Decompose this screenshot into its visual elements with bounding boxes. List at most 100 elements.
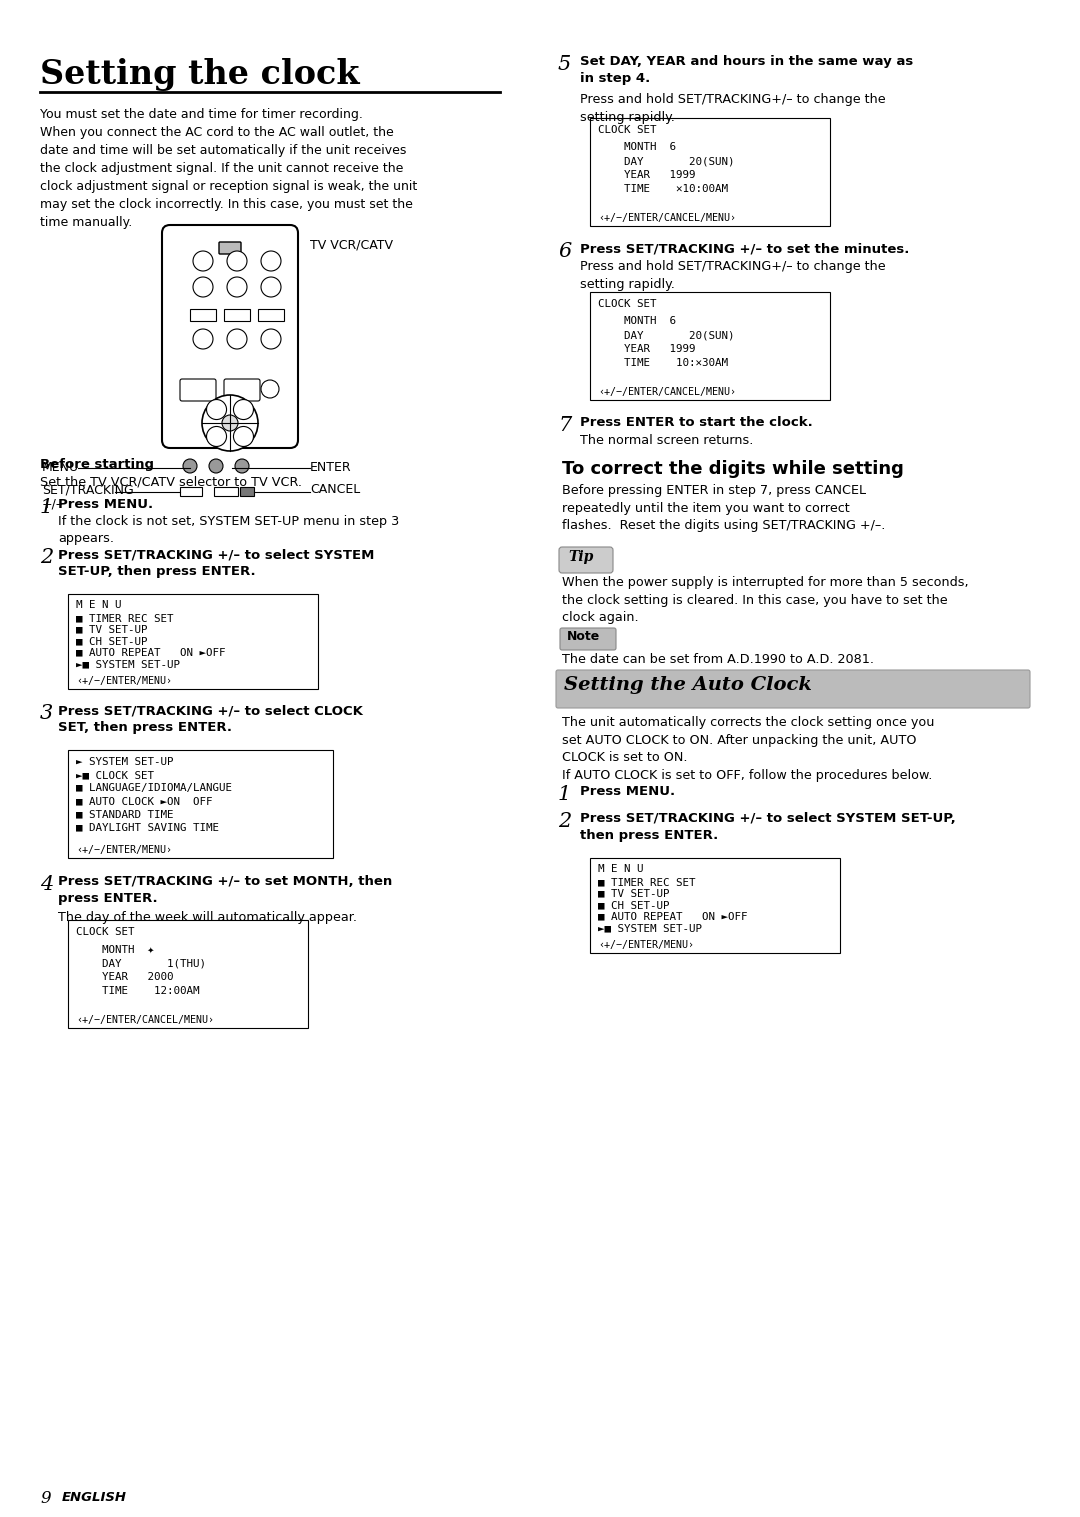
Text: MONTH  6: MONTH 6: [598, 316, 676, 326]
Circle shape: [235, 460, 249, 473]
Circle shape: [261, 250, 281, 272]
Bar: [258, 309, 284, 322]
Text: You must set the date and time for timer recording.
When you connect the AC cord: You must set the date and time for timer…: [40, 108, 417, 229]
Text: 5: 5: [558, 55, 571, 74]
Text: ■ AUTO REPEAT   ON ►OFF: ■ AUTO REPEAT ON ►OFF: [76, 648, 226, 657]
Text: DAY       1(THU): DAY 1(THU): [76, 959, 206, 968]
Text: ■ AUTO REPEAT   ON ►OFF: ■ AUTO REPEAT ON ►OFF: [598, 912, 747, 921]
Text: ■ AUTO CLOCK ►ON  OFF: ■ AUTO CLOCK ►ON OFF: [76, 796, 213, 806]
Circle shape: [227, 250, 247, 272]
Circle shape: [227, 329, 247, 349]
Bar: [240, 487, 254, 496]
Text: 2: 2: [558, 812, 571, 831]
Text: YEAR   2000: YEAR 2000: [76, 972, 174, 981]
Text: To correct the digits while setting: To correct the digits while setting: [562, 460, 904, 478]
Bar: [190, 309, 216, 322]
Text: ‹+/−/ENTER/CANCEL/MENU›: ‹+/−/ENTER/CANCEL/MENU›: [76, 1015, 214, 1025]
Text: 7: 7: [558, 416, 571, 435]
Text: ■ CH SET-UP: ■ CH SET-UP: [76, 636, 148, 646]
Text: MONTH  6: MONTH 6: [598, 143, 676, 152]
Text: MENU: MENU: [42, 461, 79, 473]
Text: TIME    10:✕30AM: TIME 10:✕30AM: [598, 358, 728, 369]
Text: Set DAY, YEAR and hours in the same way as
in step 4.: Set DAY, YEAR and hours in the same way …: [580, 55, 914, 85]
FancyBboxPatch shape: [559, 548, 613, 573]
Text: 1: 1: [558, 784, 571, 804]
Text: Press SET/TRACKING +/– to select CLOCK
SET, then press ENTER.: Press SET/TRACKING +/– to select CLOCK S…: [58, 704, 363, 734]
Text: TV VCR/CATV: TV VCR/CATV: [310, 238, 393, 250]
Bar: [68, 595, 318, 689]
Bar: [590, 859, 840, 953]
Text: ► SYSTEM SET-UP: ► SYSTEM SET-UP: [76, 757, 174, 768]
Text: MONTH  ✦: MONTH ✦: [76, 944, 154, 954]
Text: SET/TRACKING: SET/TRACKING: [42, 482, 134, 496]
Text: CLOCK SET: CLOCK SET: [76, 927, 135, 938]
Circle shape: [261, 278, 281, 297]
Text: Press SET/TRACKING +/– to set MONTH, then
press ENTER.: Press SET/TRACKING +/– to set MONTH, the…: [58, 875, 392, 904]
Circle shape: [210, 460, 222, 473]
Text: 6: 6: [558, 243, 571, 261]
Text: YEAR   1999: YEAR 1999: [598, 344, 696, 353]
Text: ■ TV SET-UP: ■ TV SET-UP: [76, 625, 148, 634]
Text: The date can be set from A.D.1990 to A.D. 2081.: The date can be set from A.D.1990 to A.D…: [562, 652, 874, 666]
Text: M E N U: M E N U: [76, 601, 121, 610]
Text: ■ TV SET-UP: ■ TV SET-UP: [598, 889, 670, 898]
Text: The normal screen returns.: The normal screen returns.: [580, 434, 754, 448]
Circle shape: [233, 399, 254, 420]
Text: ‹+/−/ENTER/MENU›: ‹+/−/ENTER/MENU›: [598, 941, 694, 950]
Circle shape: [261, 379, 279, 397]
Text: TIME    12:00AM: TIME 12:00AM: [76, 986, 200, 997]
Text: Press ENTER to start the clock.: Press ENTER to start the clock.: [580, 416, 813, 429]
Text: 3: 3: [40, 704, 53, 724]
Text: Press and hold SET/TRACKING+/– to change the
setting rapidly.: Press and hold SET/TRACKING+/– to change…: [580, 259, 886, 290]
Text: Note: Note: [567, 630, 600, 643]
Text: ‹+/−/ENTER/MENU›: ‹+/−/ENTER/MENU›: [76, 677, 172, 686]
Text: ‹+/−/ENTER/MENU›: ‹+/−/ENTER/MENU›: [76, 845, 172, 856]
Text: Press MENU.: Press MENU.: [58, 498, 153, 511]
Circle shape: [193, 278, 213, 297]
Text: CLOCK SET: CLOCK SET: [598, 299, 657, 309]
Text: If the clock is not set, SYSTEM SET-UP menu in step 3
appears.: If the clock is not set, SYSTEM SET-UP m…: [58, 514, 400, 545]
Bar: [590, 291, 831, 400]
Text: Before pressing ENTER in step 7, press CANCEL
repeatedly until the item you want: Before pressing ENTER in step 7, press C…: [562, 484, 886, 532]
Circle shape: [233, 426, 254, 446]
FancyBboxPatch shape: [556, 671, 1030, 708]
Circle shape: [261, 329, 281, 349]
Text: ►■ CLOCK SET: ►■ CLOCK SET: [76, 771, 154, 780]
Text: Setting the Auto Clock: Setting the Auto Clock: [564, 677, 812, 693]
Circle shape: [183, 460, 197, 473]
Text: ■ CH SET-UP: ■ CH SET-UP: [598, 900, 670, 910]
FancyBboxPatch shape: [180, 379, 216, 400]
Text: Press and hold SET/TRACKING+/– to change the
setting rapidly.: Press and hold SET/TRACKING+/– to change…: [580, 93, 886, 123]
Text: ►■ SYSTEM SET-UP: ►■ SYSTEM SET-UP: [76, 658, 180, 669]
Text: ►■ SYSTEM SET-UP: ►■ SYSTEM SET-UP: [598, 922, 702, 933]
Text: DAY       20(SUN): DAY 20(SUN): [598, 331, 734, 340]
FancyBboxPatch shape: [561, 628, 616, 649]
Text: When the power supply is interrupted for more than 5 seconds,
the clock setting : When the power supply is interrupted for…: [562, 576, 969, 623]
Bar: [180, 487, 202, 496]
Text: ENGLISH: ENGLISH: [62, 1491, 127, 1503]
Text: ■ TIMER REC SET: ■ TIMER REC SET: [76, 613, 174, 623]
Text: DAY       20(SUN): DAY 20(SUN): [598, 156, 734, 165]
Text: YEAR   1999: YEAR 1999: [598, 170, 696, 181]
Text: ■ LANGUAGE/IDIOMA/LANGUE: ■ LANGUAGE/IDIOMA/LANGUE: [76, 783, 232, 793]
Text: Press MENU.: Press MENU.: [580, 784, 675, 798]
FancyBboxPatch shape: [219, 243, 241, 253]
Circle shape: [193, 329, 213, 349]
FancyBboxPatch shape: [224, 379, 260, 400]
Text: +/–: +/–: [42, 498, 63, 510]
Text: Press SET/TRACKING +/– to select SYSTEM
SET-UP, then press ENTER.: Press SET/TRACKING +/– to select SYSTEM …: [58, 548, 375, 578]
Text: ‹+/−/ENTER/CANCEL/MENU›: ‹+/−/ENTER/CANCEL/MENU›: [598, 212, 735, 223]
Text: Press SET/TRACKING +/– to set the minutes.: Press SET/TRACKING +/– to set the minute…: [580, 243, 909, 255]
Text: M E N U: M E N U: [598, 865, 644, 874]
Text: CLOCK SET: CLOCK SET: [598, 124, 657, 135]
Bar: [214, 487, 238, 496]
Text: TIME    ✕10:00AM: TIME ✕10:00AM: [598, 184, 728, 194]
Text: 9: 9: [40, 1490, 51, 1506]
Text: ■ TIMER REC SET: ■ TIMER REC SET: [598, 877, 696, 887]
Text: ■ DAYLIGHT SAVING TIME: ■ DAYLIGHT SAVING TIME: [76, 822, 219, 831]
Text: Set the TV VCR/CATV selector to TV VCR.: Set the TV VCR/CATV selector to TV VCR.: [40, 475, 302, 488]
Bar: [68, 749, 333, 859]
Text: Setting the clock: Setting the clock: [40, 58, 360, 91]
Text: Before starting: Before starting: [40, 458, 154, 470]
Text: The day of the week will automatically appear.: The day of the week will automatically a…: [58, 912, 357, 924]
